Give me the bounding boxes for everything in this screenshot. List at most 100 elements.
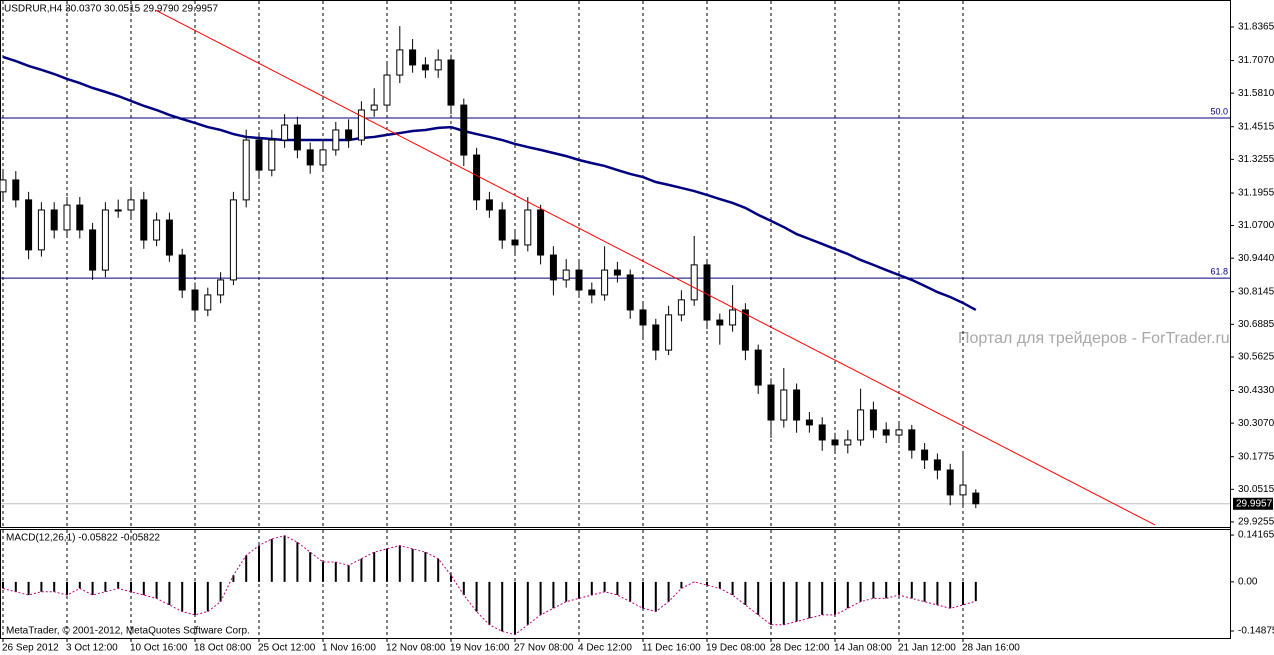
candle-body	[178, 254, 186, 291]
histogram-bar	[437, 558, 440, 582]
y-tick-label: 31.5810	[1238, 88, 1274, 99]
candle-body	[626, 274, 634, 311]
y-tick-label: 0.00	[1238, 576, 1258, 587]
candle-body	[562, 269, 570, 281]
candle-body	[652, 324, 660, 351]
y-tick-label: 30.3070	[1238, 418, 1274, 429]
candle-body	[12, 179, 20, 201]
y-tick-label: 31.0700	[1238, 220, 1274, 231]
indicator-line	[2, 535, 976, 636]
x-tick-label: 25 Oct 12:00	[258, 643, 316, 654]
histogram-bar	[642, 581, 644, 609]
candle-body	[831, 439, 839, 446]
histogram-bar	[795, 581, 798, 622]
y-tick-label: 31.8365	[1238, 22, 1274, 33]
axis-background	[1231, 0, 1274, 655]
histogram-bar	[552, 581, 555, 609]
x-tick-label: 11 Dec 16:00	[642, 643, 701, 654]
histogram-bar	[475, 581, 478, 612]
y-tick-label: 30.8145	[1238, 286, 1274, 297]
histogram-bar	[168, 581, 171, 605]
y-tick-label: 31.4515	[1238, 121, 1274, 132]
x-tick-label: 4 Dec 12:00	[578, 643, 632, 654]
candle-body	[665, 314, 673, 351]
histogram-bar	[667, 581, 670, 602]
histogram-bar	[53, 581, 56, 592]
histogram-bar	[744, 581, 747, 605]
histogram-bar	[424, 552, 427, 582]
x-tick-label: 21 Jan 12:00	[898, 643, 956, 654]
trendline	[155, 9, 1156, 526]
candle-body	[485, 199, 493, 211]
level-label: 61.8	[1210, 266, 1228, 276]
histogram-bar	[846, 581, 849, 609]
candle-body	[101, 209, 109, 271]
histogram-bar	[283, 535, 286, 582]
candle-body	[396, 49, 404, 76]
x-tick-label: 12 Nov 08:00	[386, 643, 446, 654]
histogram-bar	[514, 581, 516, 635]
candle-body	[409, 49, 417, 66]
histogram-bar	[360, 558, 363, 582]
x-tick-label: 14 Jan 08:00	[834, 643, 892, 654]
candle-body	[857, 409, 865, 441]
candle-body	[191, 289, 199, 311]
histogram-bar	[411, 548, 414, 582]
candle-body	[345, 129, 353, 141]
histogram-bar	[693, 581, 696, 583]
indicator-title: MACD(12,26,1) -0.05822 -0.05822	[6, 533, 160, 544]
histogram-bar	[590, 581, 593, 596]
x-tick-label: 27 Nov 08:00	[514, 643, 574, 654]
histogram-bar	[334, 562, 337, 582]
candle-body	[217, 279, 225, 296]
y-tick-label: 30.4330	[1238, 385, 1274, 396]
y-tick-label: 0.14165	[1238, 530, 1274, 541]
histogram-bar	[962, 581, 964, 605]
indicator-pane	[0, 529, 1231, 639]
candle-body	[242, 139, 250, 201]
y-tick-label: 31.3255	[1238, 154, 1274, 165]
candle-body	[524, 209, 532, 246]
histogram-bar	[603, 581, 606, 592]
candle-body	[575, 269, 583, 291]
histogram-bar	[219, 581, 222, 602]
histogram-bar	[66, 581, 68, 596]
histogram-bar	[155, 581, 158, 599]
histogram-bar	[462, 581, 465, 596]
candle-body	[639, 309, 647, 326]
candle-body	[140, 199, 148, 241]
last-price-label: 29.9957	[1236, 498, 1273, 509]
histogram-bar	[27, 581, 30, 596]
candle-body	[869, 409, 877, 431]
candle-body	[754, 349, 762, 386]
candle-body	[921, 449, 929, 461]
y-tick-label: 31.7070	[1238, 55, 1274, 66]
candle-body	[498, 209, 506, 241]
candle-body	[434, 59, 442, 71]
histogram-bar	[885, 581, 888, 599]
histogram-bar	[578, 581, 580, 599]
histogram-bar	[232, 575, 235, 582]
histogram-bar	[629, 581, 632, 602]
histogram-bar	[104, 581, 107, 592]
histogram-bar	[731, 581, 734, 596]
histogram-bar	[872, 581, 875, 599]
histogram-bar	[565, 581, 568, 602]
candle-body	[703, 264, 711, 321]
histogram-bar	[194, 581, 196, 615]
candle-body	[933, 459, 941, 471]
histogram-bar	[206, 581, 209, 612]
candle-body	[229, 199, 237, 281]
candle-body	[204, 294, 212, 311]
histogram-bar	[974, 581, 977, 602]
histogram-bar	[258, 545, 260, 582]
x-tick-label: 10 Oct 16:00	[130, 643, 188, 654]
candle-body	[50, 209, 58, 231]
candle-body	[882, 429, 890, 436]
histogram-bar	[706, 581, 708, 586]
y-tick-label: 29.9255	[1238, 517, 1274, 528]
candle-body	[165, 219, 173, 256]
candle-body	[818, 424, 826, 441]
histogram-bar	[501, 581, 504, 632]
